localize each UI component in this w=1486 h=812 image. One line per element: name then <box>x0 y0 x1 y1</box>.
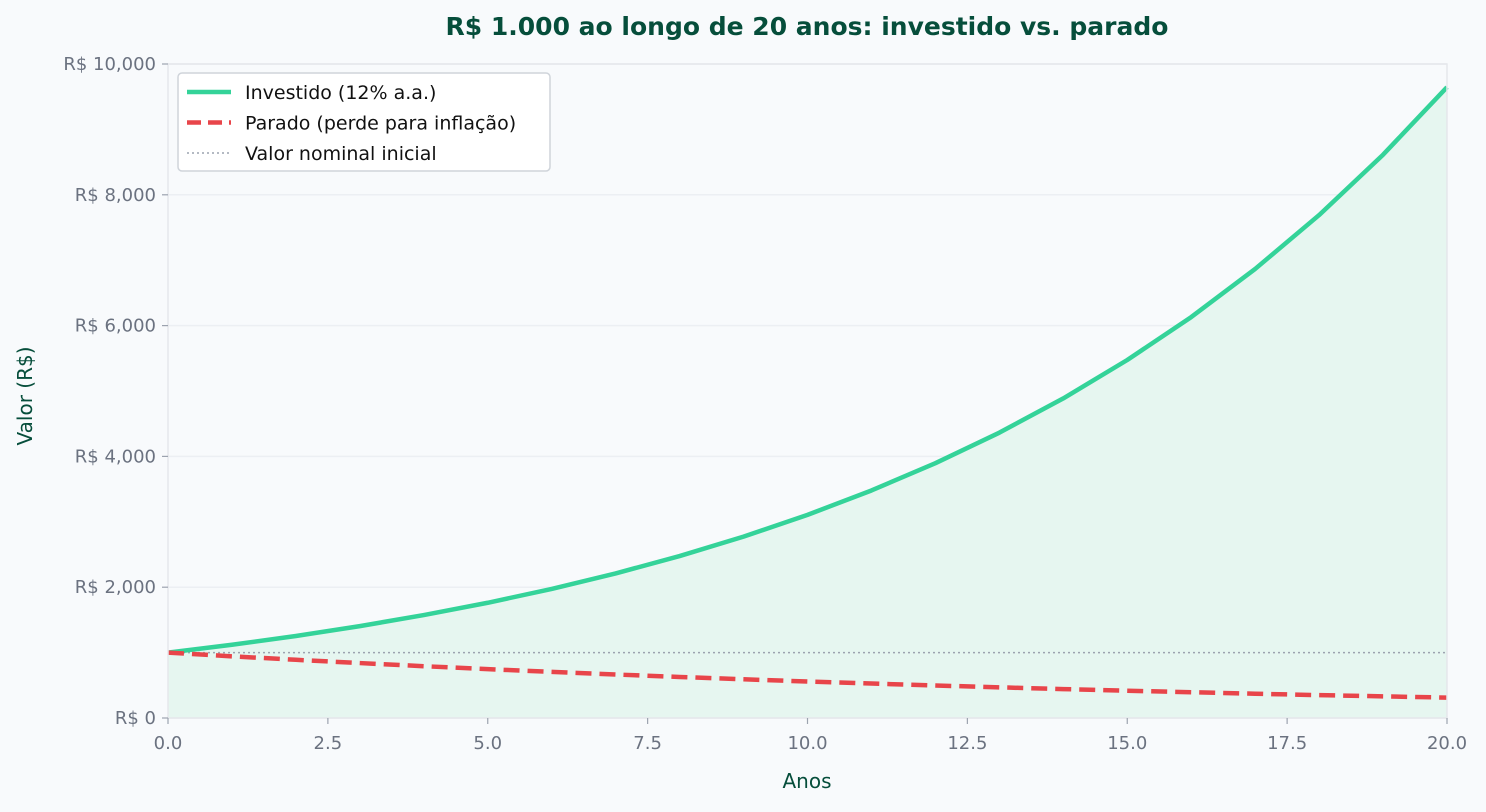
legend-label: Investido (12% a.a.) <box>245 82 436 104</box>
x-axis-label: Anos <box>782 769 831 793</box>
x-tick-label: 10.0 <box>787 733 827 754</box>
x-tick-label: 5.0 <box>473 733 502 754</box>
x-tick-label: 7.5 <box>633 733 662 754</box>
y-axis-label: Valor (R$) <box>13 347 37 446</box>
y-tick-label: R$ 2,000 <box>75 577 156 598</box>
x-tick-label: 2.5 <box>314 733 343 754</box>
x-tick-label: 12.5 <box>947 733 987 754</box>
x-tick-label: 17.5 <box>1267 733 1307 754</box>
y-tick-label: R$ 0 <box>115 708 156 729</box>
y-tick-label: R$ 4,000 <box>75 446 156 467</box>
y-tick-label: R$ 8,000 <box>75 185 156 206</box>
y-tick-label: R$ 10,000 <box>63 54 156 75</box>
legend-label: Valor nominal inicial <box>245 143 437 165</box>
x-tick-label: 0.0 <box>154 733 183 754</box>
x-tick-label: 20.0 <box>1427 733 1467 754</box>
legend: Investido (12% a.a.) Parado (perde para i… <box>178 73 550 171</box>
x-tick-label: 15.0 <box>1107 733 1147 754</box>
legend-label: Parado (perde para inflação) <box>245 113 516 135</box>
chart-title: R$ 1.000 ao longo de 20 anos: investido … <box>446 12 1169 41</box>
y-tick-label: R$ 6,000 <box>75 316 156 337</box>
